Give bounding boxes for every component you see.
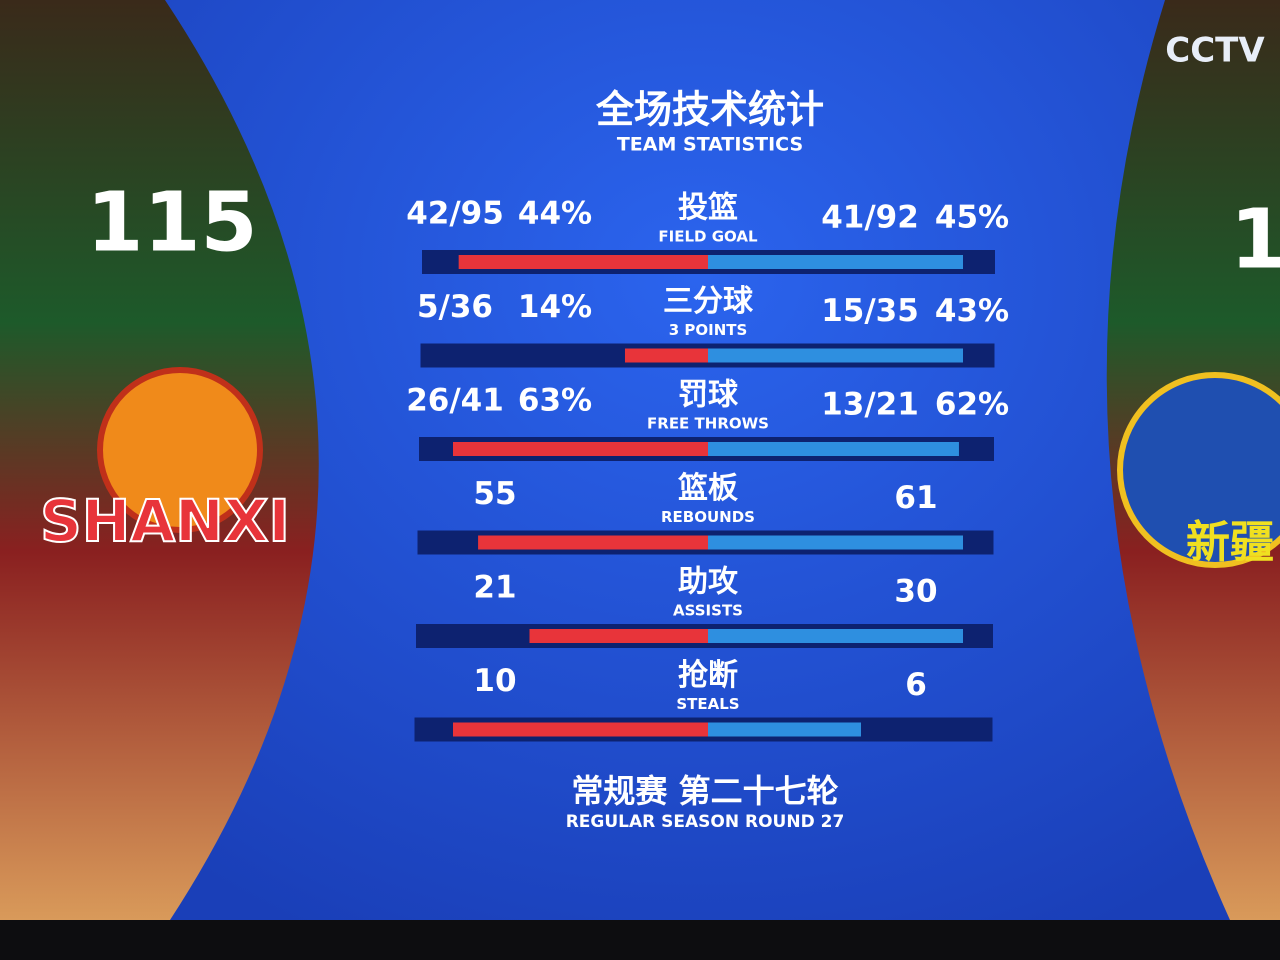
right-percentage: 43% bbox=[935, 293, 1009, 329]
left-made-attempted: 5/36 bbox=[417, 289, 493, 325]
right-made-attempted: 13/21 bbox=[821, 387, 919, 423]
subtitle: TEAM STATISTICS bbox=[617, 134, 803, 156]
left-percentage: 44% bbox=[518, 196, 592, 232]
left-bar bbox=[458, 255, 708, 269]
left-team-logo bbox=[97, 367, 263, 533]
right-made-attempted: 41/92 bbox=[821, 200, 919, 236]
right-percentage: 45% bbox=[935, 200, 1009, 236]
stat-label: 抢断 bbox=[678, 658, 738, 693]
stat-label: 投篮 bbox=[678, 191, 738, 226]
right-logo-text: 新疆 bbox=[1186, 517, 1274, 568]
tv-bezel bbox=[0, 920, 1280, 960]
right-bar bbox=[708, 722, 861, 737]
left-value: 55 bbox=[473, 476, 516, 512]
stat-label-en: ASSISTS bbox=[673, 602, 743, 620]
stat-label-en: FIELD GOAL bbox=[658, 228, 758, 246]
right-value: 30 bbox=[894, 574, 937, 610]
left-bar bbox=[453, 722, 708, 737]
right-bar bbox=[708, 535, 963, 550]
right-bar bbox=[708, 255, 963, 269]
left-value: 21 bbox=[473, 570, 516, 606]
left-bar bbox=[478, 535, 708, 550]
right-value: 6 bbox=[905, 667, 927, 703]
stat-label: 篮板 bbox=[678, 471, 738, 506]
left-logo-text: SHANXI bbox=[40, 487, 290, 555]
left-bar bbox=[453, 442, 708, 456]
left-percentage: 63% bbox=[518, 383, 592, 419]
right-score: 11 bbox=[1230, 192, 1280, 287]
left-made-attempted: 26/41 bbox=[406, 383, 504, 419]
left-bar bbox=[529, 629, 708, 643]
right-made-attempted: 15/35 bbox=[821, 293, 919, 329]
right-bar bbox=[708, 348, 963, 363]
stat-label: 三分球 bbox=[663, 284, 754, 319]
right-bar bbox=[708, 629, 963, 643]
left-value: 10 bbox=[473, 663, 516, 699]
stat-label-en: 3 POINTS bbox=[669, 321, 748, 339]
stat-label-en: STEALS bbox=[676, 695, 739, 713]
right-percentage: 62% bbox=[935, 387, 1009, 423]
stat-label: 助攻 bbox=[678, 565, 739, 600]
left-score: 115 bbox=[86, 175, 257, 270]
footer-title: 常规赛 第二十七轮 bbox=[571, 772, 838, 810]
left-made-attempted: 42/95 bbox=[406, 196, 504, 232]
stat-label: 罚球 bbox=[678, 378, 739, 413]
stat-label-en: FREE THROWS bbox=[647, 415, 769, 433]
broadcaster-logo: CCTV bbox=[1165, 31, 1265, 71]
stat-label-en: REBOUNDS bbox=[661, 508, 755, 526]
left-percentage: 14% bbox=[518, 289, 592, 325]
right-bar bbox=[708, 442, 959, 456]
left-bar bbox=[624, 348, 708, 363]
footer-subtitle: REGULAR SEASON ROUND 27 bbox=[566, 812, 845, 832]
right-team-logo bbox=[1117, 372, 1280, 568]
title: 全场技术统计 bbox=[595, 88, 824, 132]
right-value: 61 bbox=[894, 480, 937, 516]
